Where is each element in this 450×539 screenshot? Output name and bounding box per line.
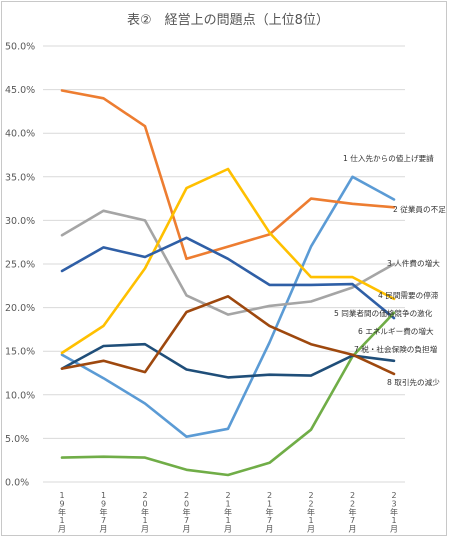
gridlines xyxy=(43,45,405,483)
series-line-6 xyxy=(60,311,396,477)
y-tick-label: 10.0% xyxy=(5,390,35,401)
series-label-4: 4 民間需要の停滞 xyxy=(378,290,439,300)
y-tick-label: 45.0% xyxy=(5,85,35,96)
chart-title: 表② 経営上の問題点（上位8位） xyxy=(127,13,329,28)
series-line-8 xyxy=(60,295,396,376)
series-line-4 xyxy=(60,167,396,355)
series-line-3 xyxy=(60,209,396,316)
y-axis-ticks: 0.0% 5.0% 10.0% 15.0% 20.0% 25.0% 30.0% 35.0% 40… xyxy=(5,42,35,489)
series-line-2 xyxy=(60,89,396,261)
series-label-2: 2 従業員の不足 xyxy=(393,204,446,214)
series-label-8: 8 取引先の減少 xyxy=(387,377,440,387)
series-label-7: 7 税・社会保険の負担増 xyxy=(354,344,438,354)
y-tick-label: 40.0% xyxy=(5,129,35,140)
y-tick-label: 35.0% xyxy=(5,172,35,183)
series-label-1: 1 仕入先からの値上げ要請 xyxy=(343,153,434,163)
y-tick-label: 30.0% xyxy=(5,216,35,227)
y-tick-label: 0.0% xyxy=(5,478,29,489)
x-axis-ticks: 1 9 年 1 月 1 9 年 7 月 2 0 年 1 月 2 0 年 7 月 2 1 年 1 月 2 1 年 7 月 2 2 年 1 月 2 2 年 7 月… xyxy=(58,491,398,534)
y-tick-label: 50.0% xyxy=(5,42,35,53)
y-tick-label: 15.0% xyxy=(5,347,35,358)
y-tick-label: 5.0% xyxy=(5,434,29,445)
y-tick-label: 20.0% xyxy=(5,303,35,314)
series-line-7 xyxy=(60,342,396,379)
series-label-3: 3 人件費の増大 xyxy=(387,258,440,268)
y-tick-label: 25.0% xyxy=(5,260,35,271)
series-lines xyxy=(60,89,396,477)
series-labels: 1 仕入先からの値上げ要請 2 従業員の不足 3 人件費の増大 4 民間需要の停滞 5 … xyxy=(334,153,446,387)
series-label-6: 6 エネルギー費の増大 xyxy=(358,326,434,336)
series-line-1 xyxy=(60,175,396,438)
series-label-5: 5 同業者間の価格競争の激化 xyxy=(334,308,433,318)
series-line-5 xyxy=(60,236,396,320)
